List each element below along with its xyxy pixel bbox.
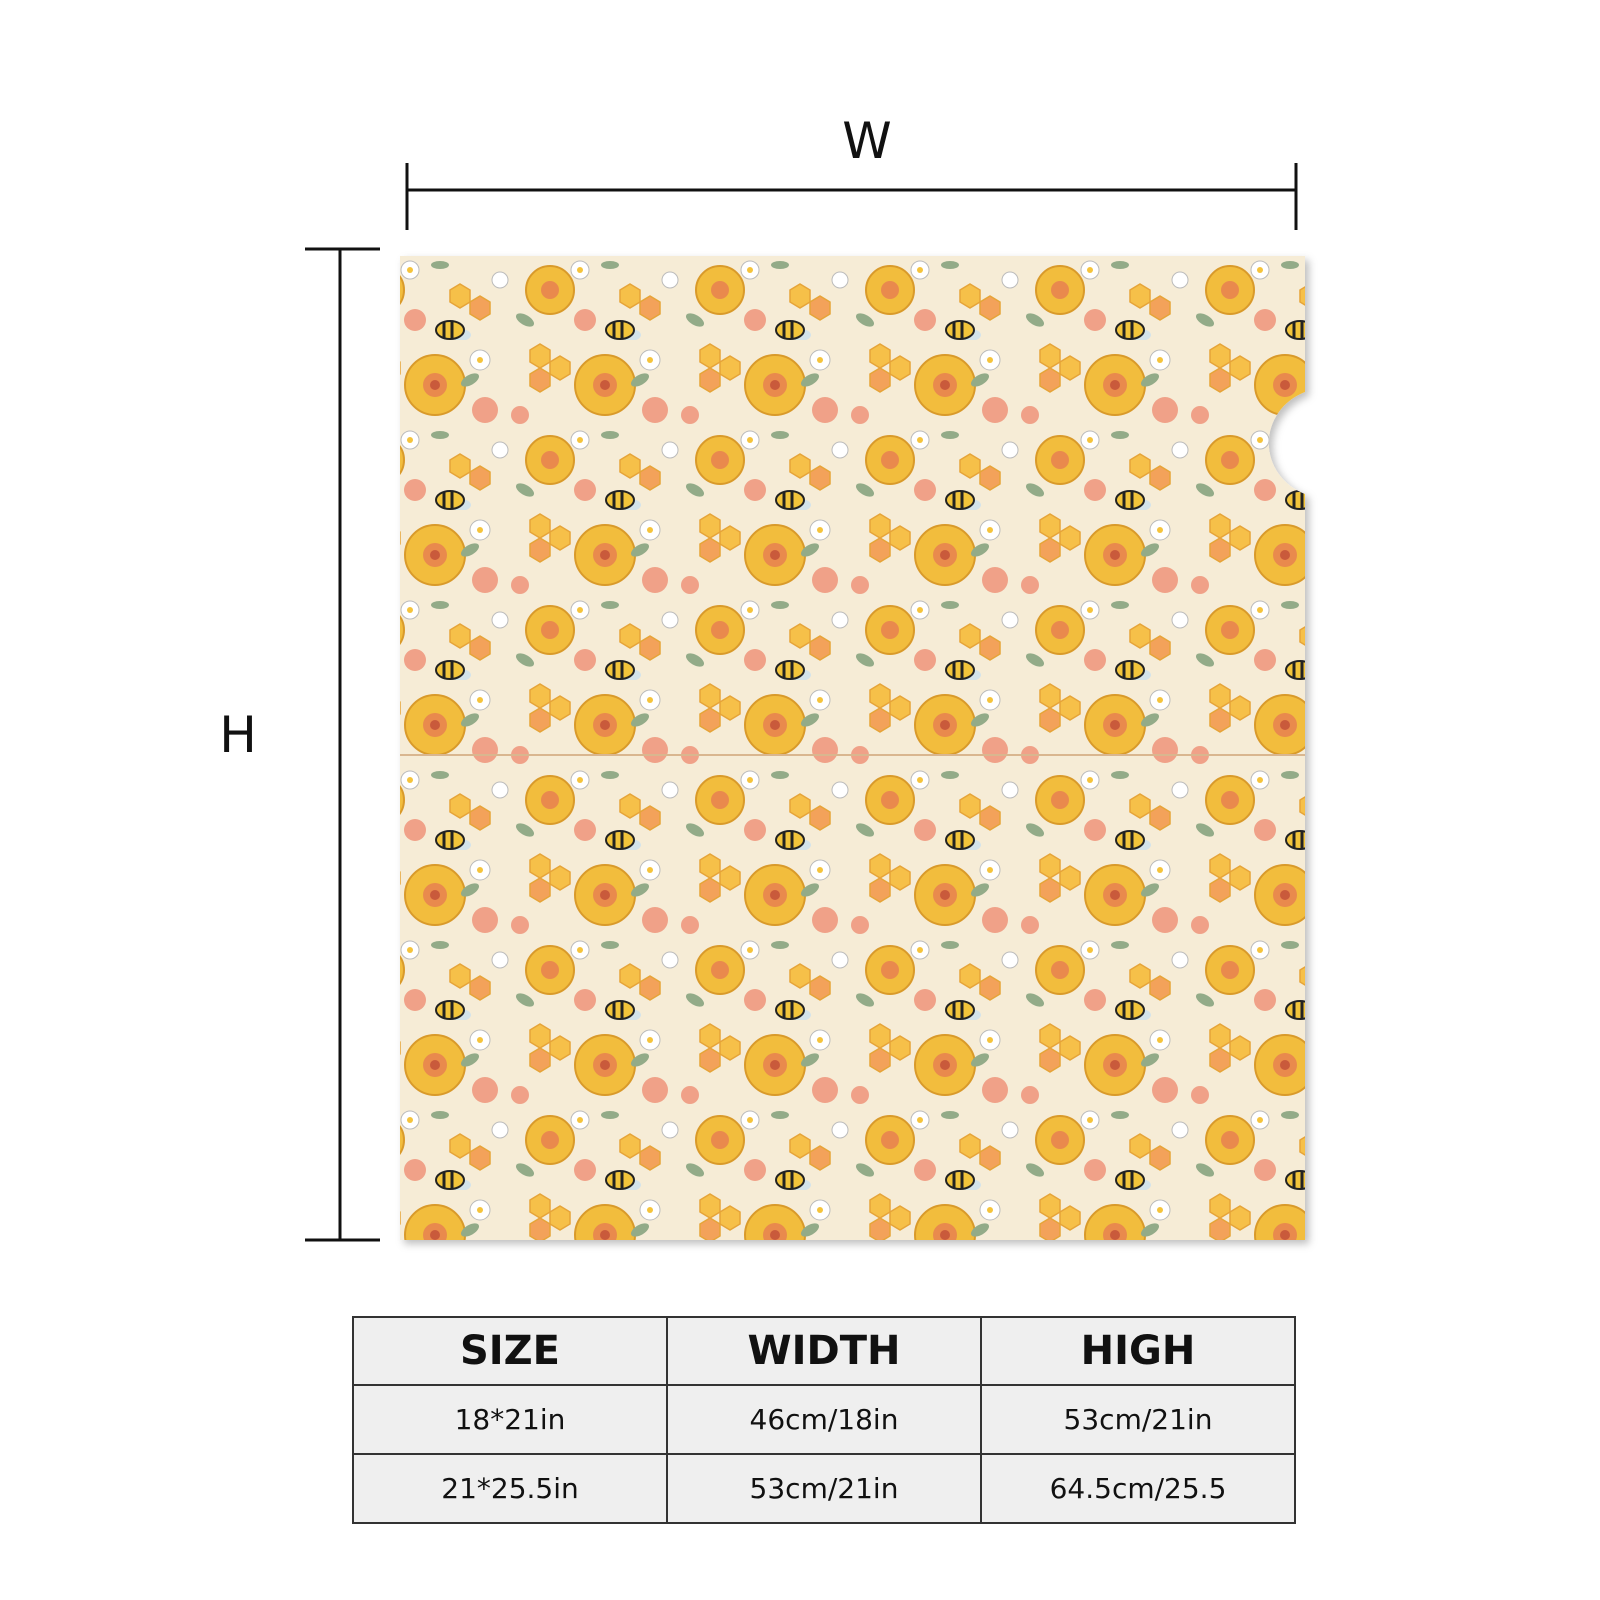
cell: 18*21in — [352, 1384, 668, 1455]
header-cell: SIZE — [352, 1316, 668, 1386]
row: 18*21in 46cm/18in 53cm/21in — [352, 1384, 1296, 1455]
cell: 64.5cm/25.5 — [980, 1453, 1296, 1524]
header-cell: WIDTH — [666, 1316, 982, 1386]
cell: 46cm/18in — [666, 1384, 982, 1455]
height-arrow — [305, 247, 380, 1242]
header-row: SIZE WIDTH HIGH — [352, 1316, 1296, 1386]
width-arrow — [405, 163, 1298, 230]
cell: 53cm/21in — [666, 1453, 982, 1524]
cell: 21*25.5in — [352, 1453, 668, 1524]
cell: 53cm/21in — [980, 1384, 1296, 1455]
header-cell: HIGH — [980, 1316, 1296, 1386]
width-label: W — [842, 112, 891, 170]
size-table: SIZE WIDTH HIGH 18*21in 46cm/18in 53cm/2… — [352, 1316, 1296, 1524]
row: 21*25.5in 53cm/21in 64.5cm/25.5 — [352, 1453, 1296, 1524]
diagram: W H — [219, 112, 1305, 1242]
height-label: H — [219, 706, 257, 764]
mailbox-cover — [400, 256, 1305, 1240]
